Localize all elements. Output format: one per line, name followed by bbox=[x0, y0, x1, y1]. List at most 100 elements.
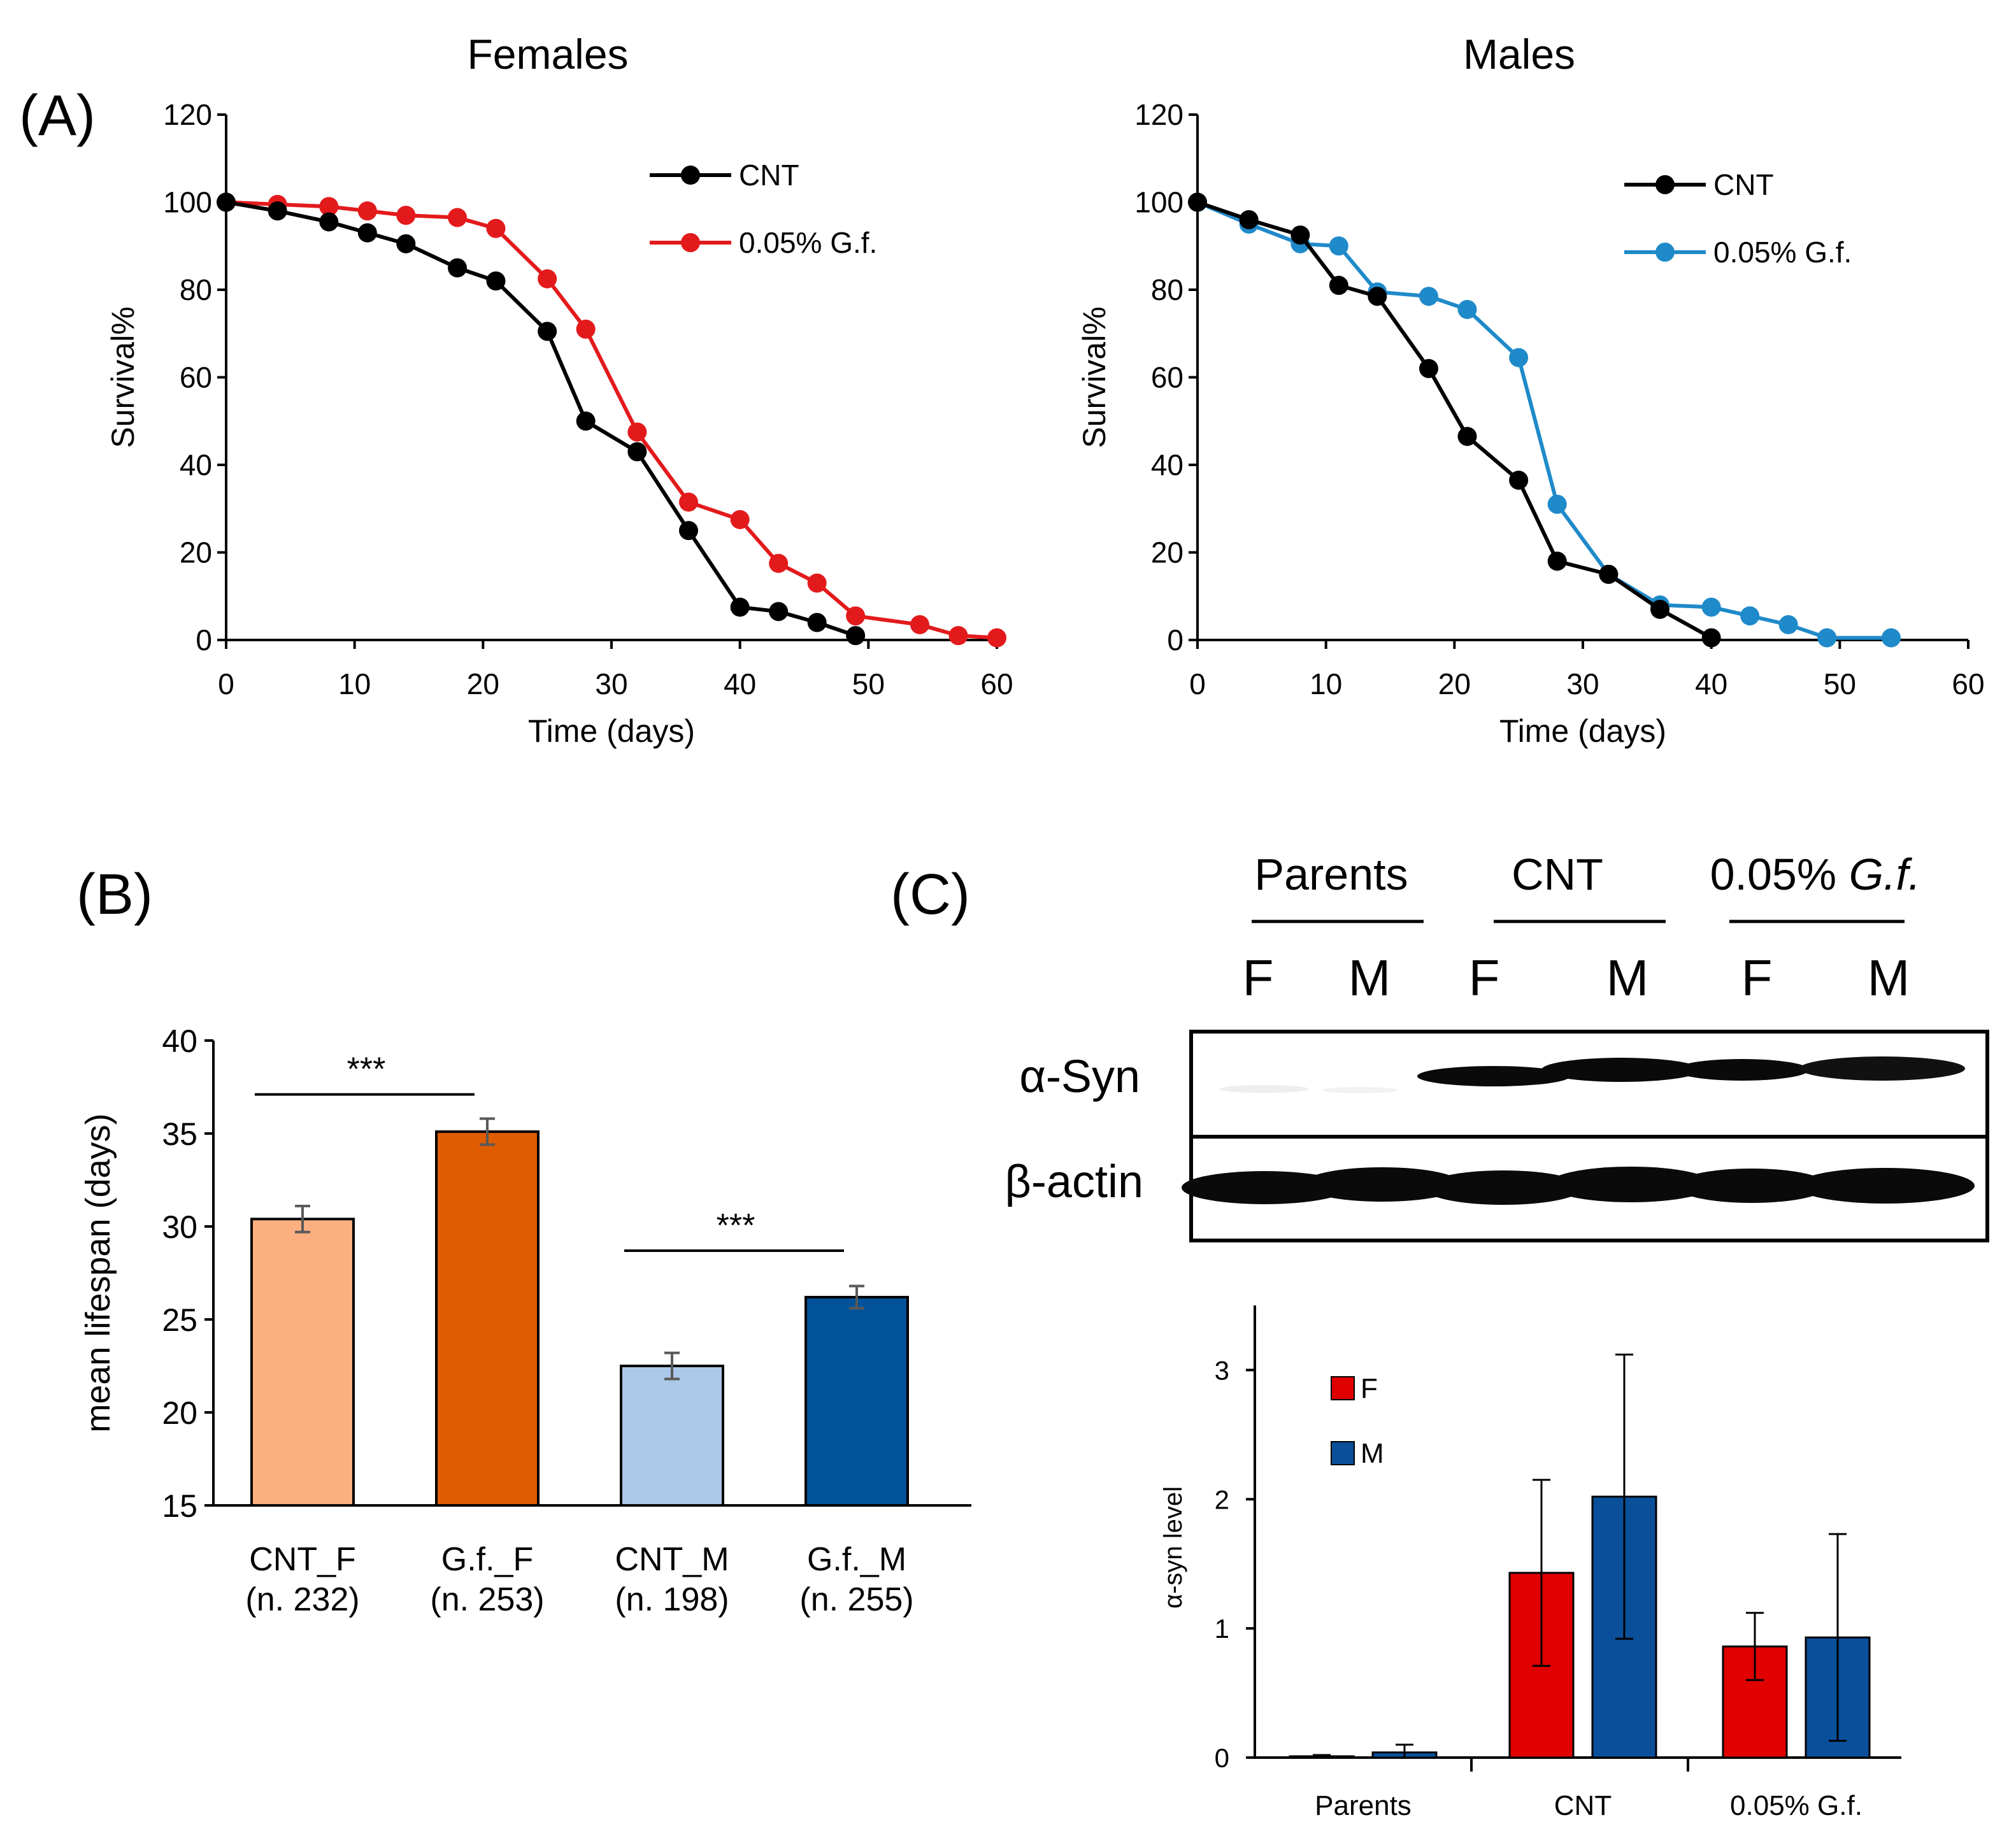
category-n-label: (n. 253) bbox=[430, 1581, 544, 1618]
y-tick-label: 3 bbox=[1215, 1355, 1229, 1385]
x-tick-label: 20 bbox=[1438, 667, 1471, 700]
y-tick-label: 0 bbox=[1215, 1743, 1229, 1773]
blot-group-gf-conc: 0.05% bbox=[1710, 849, 1836, 899]
blot-group-gf: 0.05% G.f. bbox=[1710, 849, 1921, 899]
survival-chart-females: Females 0 20 40 60 80 100 120 0 10 20 30 40 50 60 Time … bbox=[105, 31, 1013, 749]
blot-lane-label: F bbox=[1469, 949, 1500, 1006]
data-point bbox=[357, 223, 377, 243]
data-point bbox=[268, 201, 287, 221]
data-point bbox=[1547, 551, 1567, 571]
blot-band-actin bbox=[1303, 1167, 1462, 1202]
y-axis-label: α-syn level bbox=[1159, 1486, 1187, 1609]
x-tick-label: 50 bbox=[852, 667, 885, 700]
legend-label: CNT bbox=[1713, 168, 1774, 201]
y-tick-label: 15 bbox=[162, 1488, 197, 1524]
legend-label: 0.05% G.f. bbox=[1713, 236, 1852, 269]
legend-swatch bbox=[1331, 1441, 1355, 1465]
data-point bbox=[357, 201, 377, 221]
legend-label: CNT bbox=[739, 159, 799, 192]
blot-band-actin bbox=[1796, 1168, 1975, 1204]
y-tick-label: 40 bbox=[1151, 448, 1183, 481]
x-tick-label: 10 bbox=[338, 667, 371, 700]
data-point bbox=[1239, 210, 1259, 229]
data-point bbox=[576, 411, 596, 431]
y-axis-label: Survival% bbox=[1076, 306, 1112, 448]
category-n-label: (n. 255) bbox=[799, 1581, 913, 1618]
blot-group-parents: Parents bbox=[1254, 849, 1408, 899]
series-line bbox=[225, 200, 997, 640]
category-label: Parents bbox=[1315, 1790, 1412, 1821]
category-n-label: (n. 198) bbox=[615, 1581, 729, 1618]
category-n-label: (n. 232) bbox=[245, 1581, 359, 1618]
data-point bbox=[910, 615, 929, 634]
blot-band-asyn-faint bbox=[1220, 1085, 1309, 1093]
blot-lane-label: M bbox=[1348, 949, 1391, 1006]
y-tick-label: 1 bbox=[1215, 1614, 1229, 1644]
blot-row-label-actin: β-actin bbox=[1005, 1156, 1143, 1207]
blot-band-asyn-faint bbox=[1322, 1087, 1398, 1093]
blot-band-asyn bbox=[1541, 1058, 1701, 1082]
blot-lane-label: M bbox=[1868, 949, 1910, 1006]
data-point bbox=[679, 492, 698, 512]
y-tick-label: 2 bbox=[1215, 1484, 1229, 1514]
bar bbox=[250, 1218, 355, 1507]
x-tick-label: 60 bbox=[980, 667, 1013, 700]
y-tick-label: 20 bbox=[162, 1395, 197, 1431]
bar bbox=[620, 1365, 724, 1507]
bar bbox=[435, 1130, 540, 1507]
western-blot: Parents CNT 0.05% G.f. F M F M F M α-Syn… bbox=[1005, 849, 1989, 1242]
blot-band-asyn bbox=[1675, 1059, 1809, 1081]
y-axis-label: mean lifespan (days) bbox=[79, 1113, 117, 1432]
panel-label-a: (A) bbox=[19, 84, 96, 148]
x-tick-label: 20 bbox=[467, 667, 499, 700]
data-point bbox=[1701, 597, 1721, 617]
category-label: G.f._M bbox=[807, 1541, 906, 1578]
x-tick-label: 40 bbox=[724, 667, 756, 700]
blot-group-gf-italic: G.f. bbox=[1849, 849, 1921, 899]
y-tick-label: 100 bbox=[1134, 186, 1183, 219]
x-tick-label: 10 bbox=[1310, 667, 1342, 700]
data-point bbox=[1509, 348, 1529, 367]
x-tick-label: 0 bbox=[218, 667, 234, 700]
data-point bbox=[948, 626, 968, 646]
legend-swatch bbox=[1331, 1376, 1355, 1400]
legend-marker bbox=[681, 233, 700, 252]
data-point bbox=[1419, 359, 1438, 378]
category-label: CNT_M bbox=[615, 1541, 729, 1578]
y-tick-label: 100 bbox=[163, 186, 212, 219]
data-point bbox=[1329, 276, 1348, 295]
data-point bbox=[1650, 599, 1669, 619]
x-tick-label: 30 bbox=[595, 667, 627, 700]
blot-lane-label: F bbox=[1741, 949, 1773, 1006]
x-tick-label: 0 bbox=[1189, 667, 1206, 700]
data-point bbox=[769, 553, 789, 573]
legend-marker bbox=[681, 166, 700, 185]
legend-label: M bbox=[1361, 1438, 1384, 1469]
data-point bbox=[807, 613, 827, 632]
data-point bbox=[627, 442, 647, 462]
data-point bbox=[396, 206, 416, 225]
x-tick-label: 30 bbox=[1566, 667, 1599, 700]
data-point bbox=[627, 422, 647, 442]
y-tick-label: 25 bbox=[162, 1302, 197, 1338]
y-axis-label: Survival% bbox=[105, 306, 141, 448]
data-point bbox=[730, 597, 750, 617]
data-point bbox=[1188, 192, 1207, 212]
x-axis-label: Time (days) bbox=[1499, 713, 1666, 749]
x-axis-label: Time (days) bbox=[528, 713, 695, 749]
y-tick-label: 60 bbox=[180, 361, 212, 394]
y-tick-label: 40 bbox=[180, 448, 212, 481]
blot-band-actin bbox=[1182, 1171, 1347, 1204]
data-point bbox=[1290, 225, 1310, 245]
chart-title: Females bbox=[467, 31, 628, 78]
data-point bbox=[576, 319, 596, 339]
y-tick-label: 80 bbox=[1151, 273, 1183, 306]
data-point bbox=[769, 602, 789, 622]
category-label: CNT bbox=[1554, 1790, 1612, 1821]
survival-chart-males: Males 0 20 40 60 80 100 120 0 10 20 30 40 50 60 Time (d… bbox=[1076, 31, 1985, 749]
data-point bbox=[1599, 564, 1619, 584]
data-point bbox=[807, 573, 827, 593]
legend-marker bbox=[1655, 175, 1675, 194]
y-tick-label: 35 bbox=[162, 1116, 197, 1152]
